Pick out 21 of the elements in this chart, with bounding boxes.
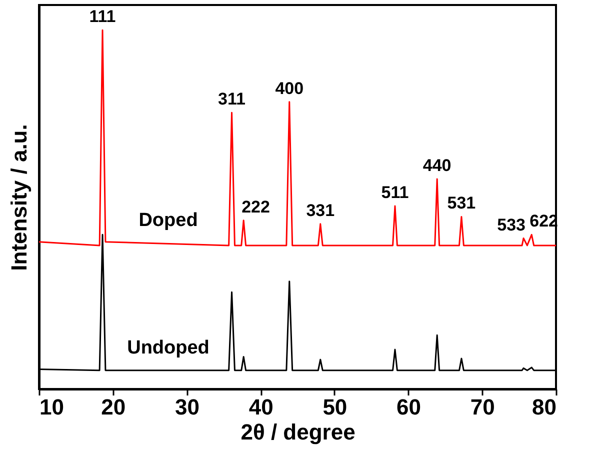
annotation: 111 (89, 7, 116, 26)
annotation: 511 (381, 182, 409, 202)
x-axis-title: 2θ / degree (240, 420, 356, 444)
annotation: 440 (422, 156, 452, 176)
series-label: Doped (138, 210, 198, 231)
x-tick-label: 60 (396, 394, 422, 420)
y-axis-title: Intensity / a.u. (6, 124, 32, 271)
x-tick-label: 10 (40, 394, 64, 420)
x-tick-label: 80 (532, 394, 556, 420)
x-tick-label: 30 (174, 394, 200, 420)
annotation: 222 (242, 197, 270, 216)
annotation: 331 (306, 200, 335, 220)
annotation: 533 (497, 215, 526, 234)
series-label: Undoped (127, 337, 210, 358)
x-tick-label: 20 (101, 394, 126, 420)
annotation: 311 (218, 90, 246, 109)
x-tick-label: 40 (248, 394, 274, 420)
annotation: 400 (275, 78, 304, 98)
x-tick-label: 50 (322, 394, 348, 420)
x-tick-label: 70 (470, 394, 495, 420)
annotation: 531 (447, 194, 476, 213)
